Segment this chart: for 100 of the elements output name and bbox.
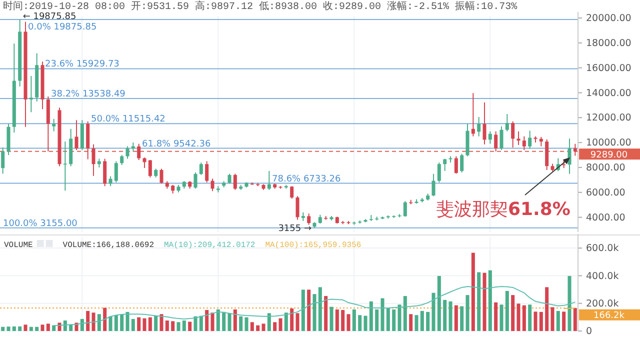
bar [324,296,328,331]
bar [29,326,33,331]
bar [568,276,572,331]
y-tick-label: 4000.00 [586,212,626,224]
bar [80,318,84,331]
candlestick [505,114,509,132]
bar [522,305,526,331]
candlestick [307,213,311,226]
candlestick [568,138,572,174]
bar [126,312,130,331]
candlestick [437,162,441,183]
bar [556,310,560,331]
annotation: 斐波那契61.8% [436,199,570,220]
candlestick [137,143,141,160]
bar [131,318,135,331]
y-tick-label: 0 [586,326,592,338]
ref-line-label: 78.6% 6733.26 [272,174,341,184]
y-tick-label: 400.0k [586,270,620,282]
candlestick [199,162,203,176]
bar [380,298,384,331]
bar [573,308,577,331]
bar [312,294,316,331]
bar [352,309,356,331]
candlestick [108,176,112,187]
bar [210,312,214,331]
bar [194,316,198,331]
y-tick-label: 10000.00 [586,138,632,149]
bar [63,320,67,331]
bar [142,318,146,331]
candlestick [1,147,5,174]
candlestick [233,173,237,190]
bar [256,325,260,331]
candlestick [460,153,464,173]
candlestick [267,170,271,190]
bar [222,312,226,331]
candlestick [52,118,56,132]
annotation: VOLUME:166,188.0692 [62,241,154,250]
candlestick [494,130,498,152]
bar [290,308,294,331]
bar [358,315,362,331]
bar [1,326,5,331]
ref-line-label: 0.0% 19875.85 [28,22,97,33]
bar [477,272,481,331]
bar [488,270,492,331]
bar [511,295,515,331]
bar [341,310,345,331]
text: MA(10):209,412.0172 [164,241,256,250]
bar [52,325,56,331]
bar [539,312,543,331]
bar [18,326,22,331]
ref-line-label: 166.2k [594,311,626,322]
bar [165,320,169,331]
bar [160,314,164,331]
candlestick [126,146,130,160]
bar [330,306,334,331]
candlestick [63,141,67,192]
y-tick-label: 14000.00 [586,88,632,99]
candlestick [228,173,232,184]
y-tick-label: 600.0k [586,243,620,254]
bar [103,308,107,331]
bar [69,324,73,331]
candlestick [120,154,124,166]
candlestick [516,130,520,146]
bar [86,310,90,331]
bar [296,313,300,331]
bar [273,322,277,331]
bar [114,315,118,331]
candlestick [114,160,118,183]
bar [500,304,504,331]
bar [482,272,486,331]
ref-line-label: 9289.00 [590,150,628,160]
bar [244,317,248,331]
candlestick [573,143,577,156]
bar [505,290,509,331]
candlestick [296,196,300,220]
candlestick [539,136,543,147]
ref-line-label: 23.6% 15929.73 [45,60,120,70]
bar [432,292,436,331]
bar [443,300,447,331]
candlestick [522,136,526,151]
bar [460,306,464,331]
bar [176,322,180,331]
bar [108,316,112,331]
bar [239,316,243,331]
candlestick [477,116,481,137]
chart-title: 时间:2019-10-28 08:00 开:9531.59 高:9897.12 低:8938.00 收:9289.00 涨幅:-2.51% 振幅:10.73% [3,0,518,13]
bar [46,324,50,331]
candlestick [482,102,486,145]
bar [228,313,232,331]
text: VOLUME [4,241,34,250]
y-tick-label: 20000.00 [586,13,632,24]
candlestick [432,173,436,197]
bar [92,312,96,331]
candlestick [160,168,164,184]
bar [398,304,402,331]
candlestick [500,126,504,151]
bar [171,321,175,331]
ref-line-label: 38.2% 13538.49 [51,89,126,100]
candlestick [210,178,214,192]
bar [409,314,413,331]
